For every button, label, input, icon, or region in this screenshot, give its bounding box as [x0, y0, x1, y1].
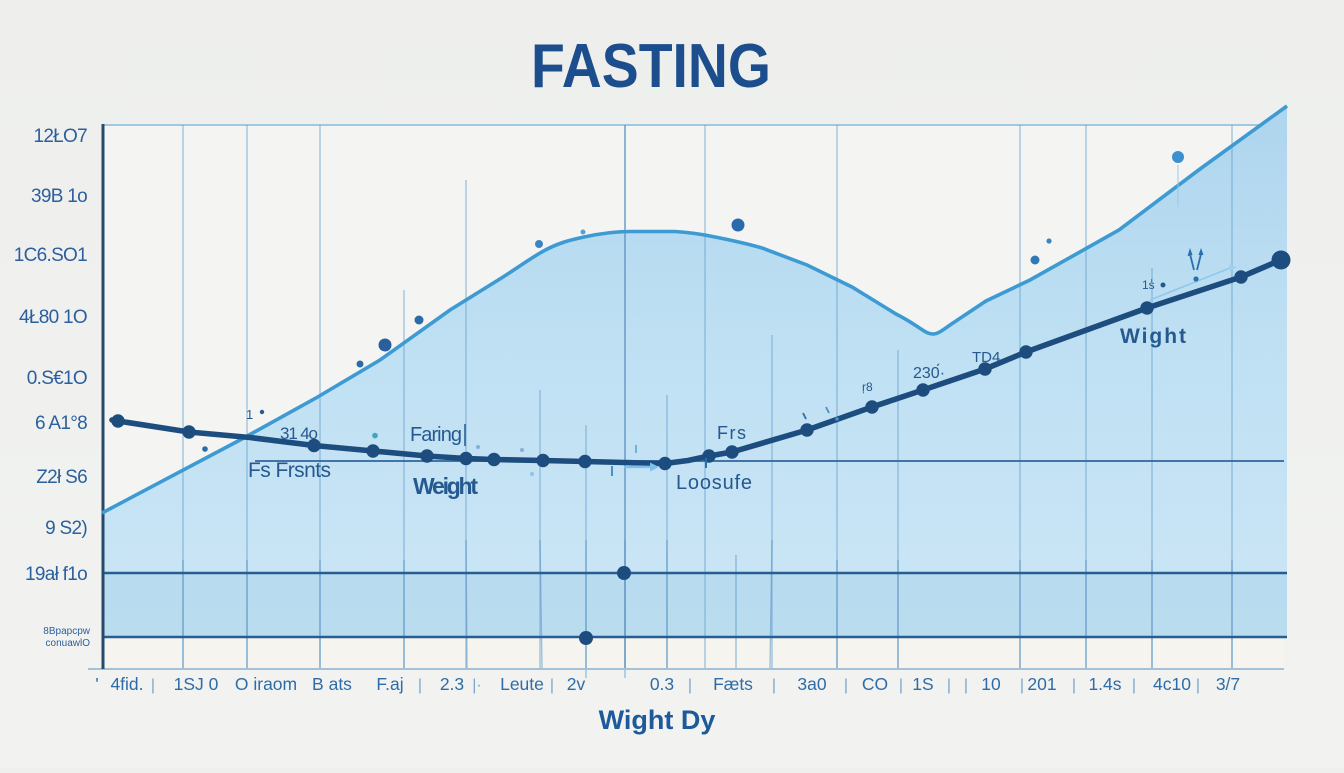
- svg-text:|: |: [899, 677, 903, 694]
- svg-text:Z2ł S6: Z2ł S6: [36, 467, 87, 488]
- svg-text:Loosufe: Loosufe: [676, 472, 752, 494]
- svg-text:|·: |·: [472, 677, 481, 694]
- svg-text:|: |: [418, 677, 422, 694]
- svg-text:1s̓: 1s̓: [1142, 278, 1155, 292]
- svg-text:39B 1o: 39B 1o: [31, 186, 87, 207]
- svg-text:3a0: 3a0: [797, 674, 826, 694]
- svg-text:0.3: 0.3: [650, 674, 674, 694]
- svg-text:Faring: Faring: [410, 424, 462, 446]
- svg-text:ŗ8: ŗ8: [862, 380, 873, 394]
- svg-text:Frs: Frs: [717, 423, 746, 443]
- svg-text:1S: 1S: [912, 674, 933, 694]
- svg-text:O iraom: O iraom: [235, 674, 297, 694]
- svg-text:9 S2): 9 S2): [45, 518, 87, 539]
- svg-text:19ał f1o: 19ał f1o: [25, 564, 87, 585]
- svg-text:1: 1: [246, 407, 253, 422]
- svg-text:4ﬁd.: 4ﬁd.: [110, 674, 143, 694]
- svg-text:1C6.SO1: 1C6.SO1: [14, 245, 87, 266]
- svg-text:|: |: [151, 677, 155, 694]
- svg-text:|: |: [688, 677, 692, 694]
- svg-text:Leute: Leute: [500, 674, 544, 694]
- svg-text:1SJ 0: 1SJ 0: [174, 674, 219, 694]
- svg-text:FASTING: FASTING: [531, 32, 771, 101]
- svg-text:1.4s: 1.4s: [1088, 674, 1121, 694]
- svg-text:Weight: Weight: [413, 473, 478, 499]
- svg-text:|: |: [1196, 677, 1200, 694]
- svg-text:2v: 2v: [567, 674, 586, 694]
- svg-text:F.aj: F.aj: [376, 674, 403, 694]
- svg-text:CO: CO: [862, 674, 888, 694]
- svg-text:|: |: [1072, 677, 1076, 694]
- svg-text:Fs Frsnts: Fs Frsnts: [248, 459, 331, 482]
- svg-text:|: |: [550, 677, 554, 694]
- svg-text:201: 201: [1027, 674, 1056, 694]
- svg-text:31 4o: 31 4o: [280, 424, 318, 443]
- svg-text:8Bpapcpw: 8Bpapcpw: [43, 626, 90, 637]
- svg-text:|: |: [1020, 677, 1024, 694]
- svg-text:12ŁO7: 12ŁO7: [33, 126, 87, 147]
- svg-text:B ats: B ats: [312, 674, 352, 694]
- svg-text:|: |: [947, 677, 951, 694]
- svg-text:4Ł80 1O: 4Ł80 1O: [19, 307, 87, 328]
- svg-text:0.S€1O: 0.S€1O: [27, 368, 87, 389]
- svg-text:3/7: 3/7: [1216, 674, 1240, 694]
- svg-text:|: |: [772, 677, 776, 694]
- svg-text:|: |: [1132, 677, 1136, 694]
- svg-text:4c10: 4c10: [1153, 674, 1191, 694]
- svg-text:6 A1°8: 6 A1°8: [35, 413, 87, 434]
- svg-text:conuawlO: conuawlO: [46, 638, 91, 649]
- svg-text:230́·: 230́·: [913, 362, 945, 382]
- svg-text:Wight Dy: Wight Dy: [599, 705, 716, 735]
- svg-text:10: 10: [981, 674, 1001, 694]
- svg-text:TD4: TD4: [972, 349, 1000, 366]
- svg-text:|: |: [844, 677, 848, 694]
- svg-text:Wight: Wight: [1120, 325, 1186, 348]
- svg-text:': ': [95, 674, 98, 694]
- svg-text:|: |: [964, 677, 968, 694]
- svg-text:Fæts: Fæts: [713, 674, 753, 694]
- svg-text:2.3: 2.3: [440, 674, 464, 694]
